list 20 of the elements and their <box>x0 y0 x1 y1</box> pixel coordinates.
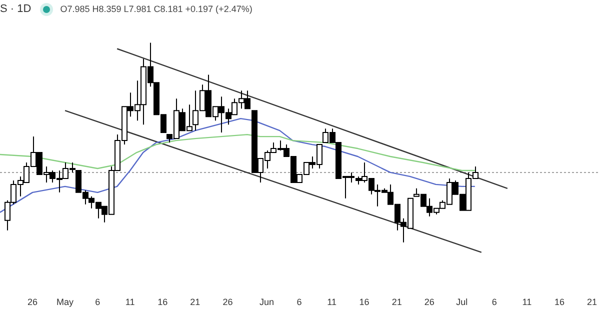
chart-title: S · 1D <box>0 3 32 15</box>
x-tick-label: May <box>56 297 74 308</box>
x-tick-label: 6 <box>296 297 302 308</box>
x-tick-label: Jun <box>259 297 274 308</box>
x-tick-label: 6 <box>492 297 497 308</box>
x-tick-label: 21 <box>392 297 402 308</box>
x-tick-label: 16 <box>158 297 168 308</box>
x-tick-label: 21 <box>586 297 597 308</box>
x-tick-label: Jul <box>456 297 468 308</box>
x-tick-label: 11 <box>125 297 135 308</box>
x-tick-label: 26 <box>222 297 233 308</box>
x-tick-label: 21 <box>190 297 200 308</box>
x-tick-label: 16 <box>359 297 370 308</box>
x-tick-label: 11 <box>522 297 532 308</box>
x-tick-label: 11 <box>327 297 336 308</box>
text: O7.985 H8.359 L7.981 C8.181 +0.197 (+2.47%) <box>60 4 252 14</box>
x-tick-label: 26 <box>424 297 434 308</box>
x-tick-label: 26 <box>28 297 38 308</box>
x-tick-label: 16 <box>554 297 564 308</box>
x-tick-label: 6 <box>95 297 100 308</box>
